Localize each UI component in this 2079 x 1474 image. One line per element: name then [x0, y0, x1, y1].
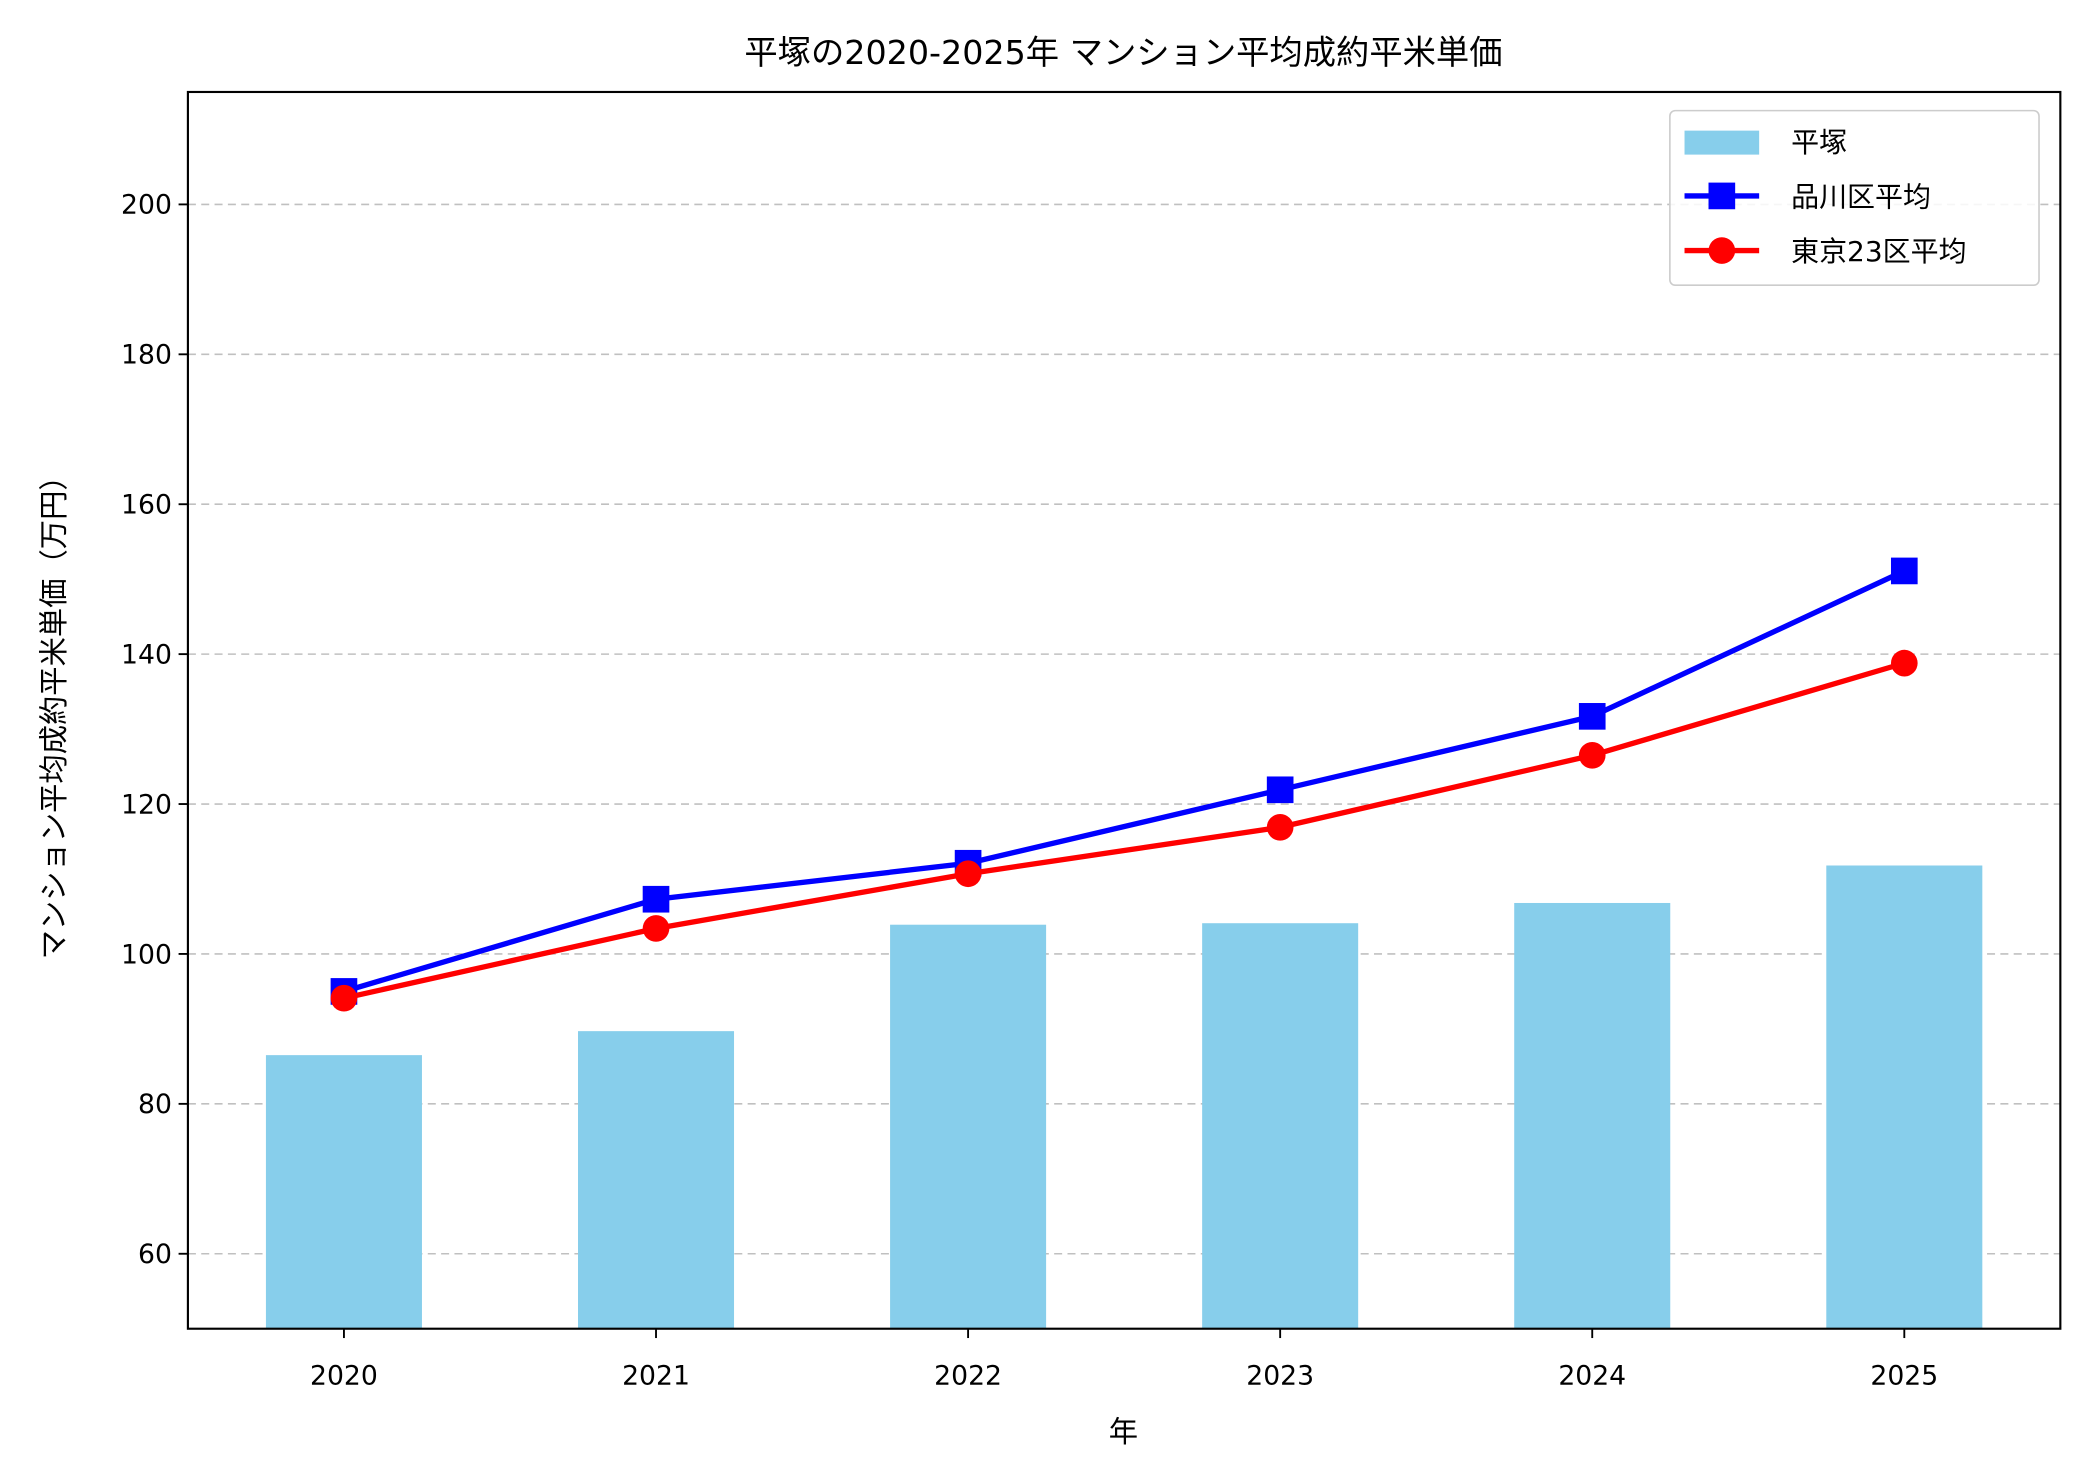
legend-label: 東京23区平均 — [1791, 235, 1966, 268]
point-marker — [642, 915, 670, 942]
series-line — [343, 660, 1906, 1001]
point-marker — [1890, 557, 1918, 585]
x-tick-label: 2024 — [1558, 1361, 1626, 1392]
y-tick-label: 140 — [121, 639, 172, 670]
point-marker — [1266, 813, 1294, 841]
y-tick-label: 60 — [138, 1239, 172, 1270]
plot-frame — [186, 90, 2062, 1330]
bar-2022 — [890, 924, 1047, 1329]
x-tick-label: 2023 — [1246, 1361, 1314, 1392]
y-tick-label: 80 — [138, 1089, 172, 1120]
legend-label: 平塚 — [1791, 126, 1847, 159]
point-marker — [954, 860, 982, 888]
x-tick-label: 2021 — [622, 1361, 690, 1392]
y-tick-label: 100 — [121, 939, 172, 970]
legend-swatch — [1684, 130, 1760, 155]
bar-2024 — [1514, 902, 1671, 1329]
y-tick-label: 200 — [121, 190, 172, 221]
legend-marker — [1708, 237, 1736, 264]
y-tick-label: 120 — [121, 789, 172, 820]
y-tick-label: 160 — [121, 490, 172, 521]
bar-2021 — [577, 1031, 735, 1329]
chart-title: 平塚の2020-2025年 マンション平均成約平米単価 — [744, 33, 1502, 72]
legend-label: 品川区平均 — [1791, 181, 1931, 214]
x-tick-label: 2020 — [310, 1361, 378, 1392]
x-tick-label: 2025 — [1870, 1361, 1938, 1392]
bar-2025 — [1826, 865, 1983, 1329]
x-axis-label: 年 — [1109, 1415, 1138, 1449]
bar-2023 — [1202, 923, 1359, 1329]
y-axis-label: マンション平均成約平米単価（万円） — [37, 461, 71, 959]
point-marker — [1266, 776, 1294, 804]
series-line — [343, 568, 1906, 994]
y-tick-label: 180 — [121, 340, 172, 371]
bar-2020 — [265, 1055, 422, 1329]
legend-marker — [1708, 182, 1736, 210]
point-marker — [330, 984, 358, 1012]
x-tick-label: 2022 — [934, 1361, 1002, 1392]
point-marker — [1578, 741, 1606, 769]
point-marker — [642, 885, 670, 913]
point-marker — [1890, 649, 1918, 677]
point-marker — [1578, 703, 1606, 730]
